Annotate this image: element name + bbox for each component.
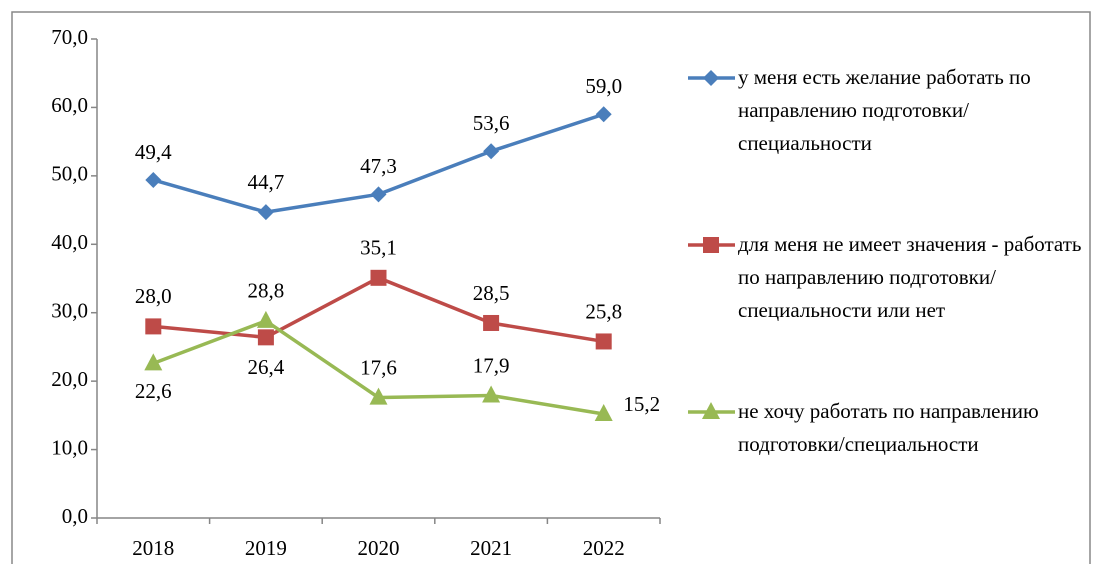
data-label: 53,6 (473, 111, 510, 135)
point-marker (257, 204, 274, 221)
y-tick-label: 60,0 (51, 93, 88, 117)
x-tick-label: 2018 (132, 536, 174, 560)
y-tick-label: 20,0 (51, 367, 88, 391)
legend-marker (703, 70, 719, 86)
data-label: 17,9 (473, 353, 510, 377)
data-label: 22,6 (135, 379, 172, 403)
legend-marker (702, 402, 720, 419)
data-label: 26,4 (248, 355, 285, 379)
point-marker (257, 329, 274, 346)
x-tick-label: 2020 (358, 536, 400, 560)
legend-marker (703, 237, 719, 253)
point-marker (144, 353, 163, 371)
point-marker (595, 106, 612, 123)
legend-label: у меня есть желание работать по направле… (738, 65, 1031, 155)
legend-label: для меня не имеет значения - работать по… (738, 232, 1082, 322)
point-marker (145, 318, 162, 335)
data-label: 28,8 (248, 279, 285, 303)
data-label: 28,5 (473, 281, 510, 305)
data-label: 15,2 (623, 392, 660, 416)
point-marker (369, 387, 388, 405)
point-marker (594, 403, 613, 421)
x-tick-label: 2019 (245, 536, 287, 560)
y-tick-label: 10,0 (51, 435, 88, 459)
point-marker (482, 385, 501, 403)
data-label: 47,3 (360, 154, 397, 178)
data-label: 28,0 (135, 284, 172, 308)
data-label: 44,7 (248, 170, 285, 194)
data-label: 35,1 (360, 236, 397, 260)
point-marker (483, 143, 500, 160)
x-tick-label: 2022 (583, 536, 625, 560)
legend-label: не хочу работать по направлению подготов… (738, 399, 1039, 456)
point-marker (483, 314, 500, 331)
point-marker (595, 333, 612, 350)
data-label: 17,6 (360, 355, 397, 379)
point-marker (256, 310, 275, 328)
y-tick-label: 50,0 (51, 162, 88, 186)
y-tick-label: 30,0 (51, 299, 88, 323)
chart-frame (11, 11, 1091, 564)
point-marker (370, 186, 387, 203)
data-label: 25,8 (585, 299, 622, 323)
data-label: 49,4 (135, 140, 172, 164)
x-tick-label: 2021 (470, 536, 512, 560)
series-line (153, 276, 604, 344)
y-tick-label: 70,0 (51, 25, 88, 49)
point-marker (370, 269, 387, 286)
point-marker (145, 171, 162, 188)
data-label: 59,0 (585, 74, 622, 98)
y-tick-label: 40,0 (51, 230, 88, 254)
y-tick-label: 0,0 (62, 504, 88, 528)
